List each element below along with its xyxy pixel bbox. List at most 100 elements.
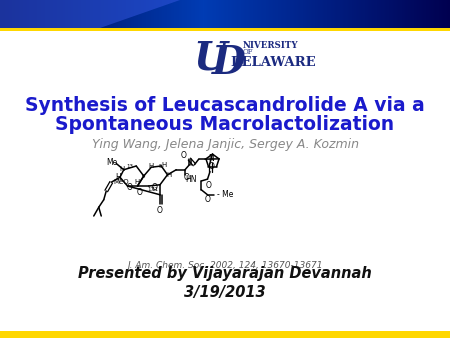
Bar <box>208 0 210 28</box>
Bar <box>185 0 187 28</box>
Bar <box>50 0 51 28</box>
Bar <box>68 0 70 28</box>
Bar <box>122 0 123 28</box>
Bar <box>76 0 77 28</box>
Bar <box>289 0 291 28</box>
Bar <box>135 0 137 28</box>
Bar <box>392 0 393 28</box>
Bar <box>391 0 392 28</box>
Bar <box>382 0 384 28</box>
Bar <box>333 0 335 28</box>
Bar <box>359 0 360 28</box>
Bar <box>419 0 421 28</box>
Bar <box>290 0 292 28</box>
Bar <box>449 0 450 28</box>
Bar <box>441 0 443 28</box>
Bar <box>271 0 273 28</box>
Bar <box>308 0 310 28</box>
Text: 9: 9 <box>141 174 145 179</box>
Bar <box>244 0 246 28</box>
Bar <box>152 0 153 28</box>
Bar <box>2 0 4 28</box>
Bar <box>304 0 306 28</box>
Bar <box>346 0 348 28</box>
Bar <box>209 0 211 28</box>
Bar <box>54 0 56 28</box>
Text: O: O <box>205 181 211 190</box>
Bar <box>188 0 189 28</box>
Bar <box>218 0 220 28</box>
Bar <box>200 0 202 28</box>
Bar <box>332 0 333 28</box>
Bar <box>369 0 371 28</box>
Bar <box>279 0 281 28</box>
Bar <box>400 0 401 28</box>
Bar <box>4 0 6 28</box>
Bar <box>140 0 142 28</box>
Bar <box>367 0 369 28</box>
Bar <box>14 0 15 28</box>
Text: H: H <box>119 166 124 172</box>
Bar <box>340 0 342 28</box>
Bar <box>154 0 156 28</box>
Bar <box>112 0 113 28</box>
Bar <box>189 0 191 28</box>
Bar <box>142 0 144 28</box>
Bar <box>224 0 225 28</box>
Bar <box>443 0 445 28</box>
Bar <box>436 0 438 28</box>
Bar <box>266 0 268 28</box>
Bar <box>389 0 391 28</box>
Bar <box>436 0 437 28</box>
Bar <box>233 0 234 28</box>
Bar <box>362 0 364 28</box>
Bar <box>266 0 267 28</box>
Bar <box>113 0 115 28</box>
Bar <box>13 0 14 28</box>
Bar <box>127 0 129 28</box>
Bar <box>9 0 11 28</box>
Bar <box>37 0 39 28</box>
Bar <box>140 0 141 28</box>
Bar <box>427 0 428 28</box>
Bar <box>434 0 436 28</box>
Bar <box>259 0 261 28</box>
Bar <box>126 0 128 28</box>
Bar <box>27 0 29 28</box>
Bar <box>187 0 189 28</box>
Bar <box>400 0 402 28</box>
Bar <box>212 0 214 28</box>
Bar <box>292 0 293 28</box>
Bar <box>125 0 126 28</box>
Bar <box>153 0 155 28</box>
Bar <box>121 0 122 28</box>
Bar <box>396 0 398 28</box>
Bar <box>241 0 243 28</box>
Bar <box>103 0 104 28</box>
Bar <box>331 0 333 28</box>
Bar <box>56 0 58 28</box>
Bar <box>191 0 193 28</box>
Bar <box>274 0 275 28</box>
Bar <box>315 0 317 28</box>
Bar <box>346 0 347 28</box>
Bar <box>238 0 240 28</box>
Bar <box>342 0 344 28</box>
Bar <box>298 0 300 28</box>
Bar <box>206 0 207 28</box>
Bar <box>412 0 414 28</box>
Bar <box>373 0 374 28</box>
Text: NIVERSITY: NIVERSITY <box>243 41 299 50</box>
Bar <box>216 0 218 28</box>
Bar <box>442 0 444 28</box>
Bar <box>166 0 167 28</box>
Bar <box>0 0 2 28</box>
Bar <box>71 0 72 28</box>
Bar <box>31 0 32 28</box>
Bar <box>360 0 362 28</box>
Bar <box>286 0 288 28</box>
Bar <box>253 0 255 28</box>
Bar <box>119 0 121 28</box>
Bar <box>353 0 355 28</box>
Bar <box>155 0 157 28</box>
